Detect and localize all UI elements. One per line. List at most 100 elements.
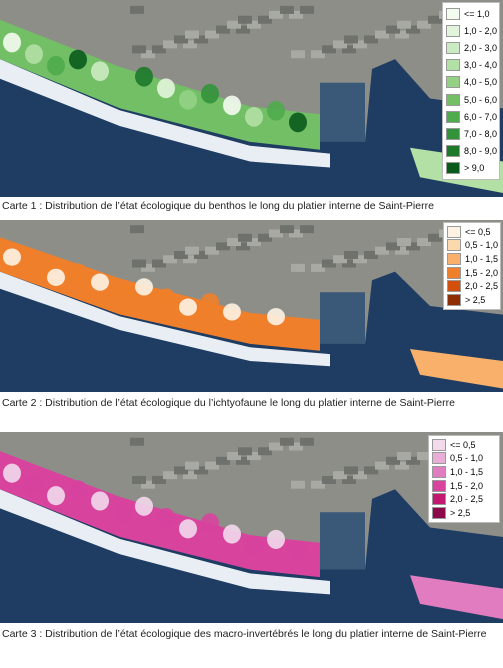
reef-patch: [113, 502, 131, 522]
map-image: [0, 0, 503, 197]
legend-entry: 1,0 - 1,5: [432, 465, 496, 479]
legend-label: > 2,5: [450, 508, 471, 519]
legend-entry: 2,0 - 3,0: [446, 39, 498, 56]
reef-patch: [179, 89, 197, 110]
building: [333, 255, 347, 264]
reef-patch: [113, 283, 131, 301]
legend-label: 0,5 - 1,0: [465, 240, 499, 251]
legend-label: 1,0 - 2,0: [464, 25, 498, 36]
reef-patch: [69, 263, 87, 281]
legend-swatch: [446, 145, 460, 158]
legend-label: 0,5 - 1,0: [450, 453, 484, 464]
building: [247, 238, 261, 247]
building: [311, 480, 325, 489]
building: [216, 242, 230, 251]
reef-patch: [289, 541, 307, 561]
reef-patch: [25, 474, 43, 495]
building: [375, 30, 389, 39]
building: [322, 475, 336, 484]
legend-swatch: [432, 452, 446, 465]
legend-swatch: [446, 93, 460, 106]
building: [375, 246, 389, 255]
building: [194, 250, 208, 259]
legend-entry: <= 1,0: [446, 5, 496, 22]
map: <= 0,5 0,5 - 1,0 1,0 - 1,5 1,5 - 2,0 2,0 - 2…: [0, 432, 503, 623]
building: [417, 452, 431, 461]
reef-patch: [157, 78, 175, 99]
legend-swatch: [447, 253, 461, 266]
legend-label: > 2,5: [465, 295, 486, 306]
building: [183, 471, 197, 480]
building: [247, 452, 261, 461]
surf: [0, 489, 330, 595]
building: [132, 45, 146, 54]
building: [152, 45, 166, 54]
building: [141, 480, 155, 489]
building: [289, 442, 303, 451]
map-image: [0, 220, 503, 392]
building: [291, 263, 305, 272]
legend-label: 3,0 - 4,0: [464, 60, 498, 71]
building: [364, 35, 378, 44]
building: [174, 250, 188, 259]
reef-patch: [47, 268, 65, 286]
legend-swatch: [447, 239, 461, 252]
building: [194, 35, 208, 44]
building: [397, 452, 411, 461]
map-image: [0, 432, 503, 623]
caption: Carte 1 : Distribution de l’état écologi…: [2, 200, 434, 212]
legend-swatch: [446, 76, 460, 89]
reef-patch: [91, 273, 109, 291]
reef-patch: [179, 519, 197, 539]
legend-swatch: [447, 280, 461, 293]
building: [227, 20, 241, 29]
building: [428, 15, 442, 24]
building: [174, 35, 188, 44]
legend-swatch: [447, 266, 461, 279]
legend-swatch: [446, 7, 460, 20]
building: [258, 447, 272, 456]
legend-swatch: [447, 294, 461, 307]
legend-swatch: [432, 479, 446, 492]
reef-patch: [201, 293, 219, 311]
building: [300, 225, 314, 234]
building: [130, 5, 144, 14]
building: [375, 461, 389, 470]
legend-label: 2,0 - 3,0: [464, 42, 498, 53]
building: [247, 20, 261, 29]
legend-swatch: [432, 493, 446, 506]
legend-entry: 2,0 - 2,5: [447, 280, 498, 294]
legend-label: 8,0 - 9,0: [464, 146, 498, 157]
reef-patch: [245, 535, 263, 555]
building: [130, 437, 144, 446]
building: [132, 475, 146, 484]
building: [300, 5, 314, 14]
legend-entry: > 2,5: [432, 506, 496, 520]
reef-patch: [201, 83, 219, 104]
building: [236, 25, 250, 34]
caption: Carte 2 : Distribution de l’état écologi…: [2, 397, 455, 409]
legend-label: 5,0 - 6,0: [464, 94, 498, 105]
building: [311, 263, 325, 272]
building: [236, 456, 250, 465]
building: [322, 259, 336, 268]
building: [269, 442, 283, 451]
building: [280, 5, 294, 14]
legend-swatch: [446, 162, 460, 175]
building: [395, 30, 409, 39]
building: [185, 461, 199, 470]
legend-label: 1,0 - 1,5: [450, 467, 484, 478]
building: [194, 466, 208, 475]
building: [280, 437, 294, 446]
building: [130, 225, 144, 234]
building: [291, 480, 305, 489]
reef-patch: [91, 491, 109, 511]
reef-patch: [113, 72, 131, 93]
legend-swatch: [447, 225, 461, 238]
building: [163, 471, 177, 480]
legend-label: 4,0 - 5,0: [464, 77, 498, 88]
legend-entry: 0,5 - 1,0: [447, 239, 499, 253]
legend-label: 2,0 - 2,5: [450, 494, 484, 505]
building: [406, 456, 420, 465]
legend-entry: 1,0 - 1,5: [447, 252, 498, 266]
